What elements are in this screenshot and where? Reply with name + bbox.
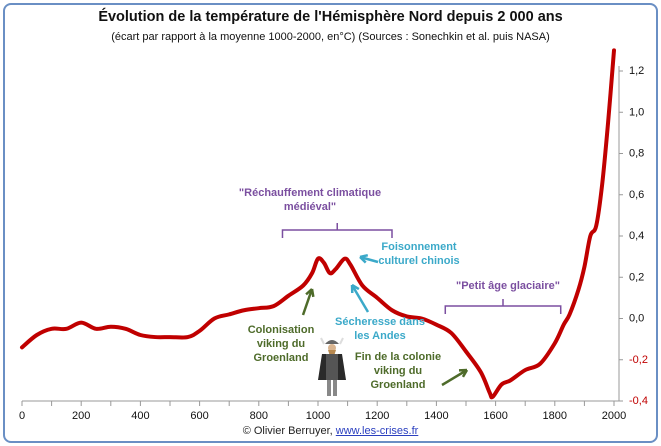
arrow-andes-drought bbox=[350, 283, 370, 313]
x-tick-label: 1200 bbox=[365, 410, 389, 422]
y-tick-label: 0,2 bbox=[629, 271, 644, 283]
y-tick-label: 0,4 bbox=[629, 230, 644, 242]
credit-link[interactable]: www.les-crises.fr bbox=[335, 425, 419, 437]
x-tick-label: 0 bbox=[19, 410, 25, 422]
x-tick-label: 400 bbox=[131, 410, 149, 422]
x-tick-label: 200 bbox=[72, 410, 90, 422]
chart-title: Évolution de la température de l'Hémisph… bbox=[98, 9, 563, 25]
temperature-series-line bbox=[20, 48, 616, 400]
annotation-little-ice-age: "Petit âge glaciaire" bbox=[456, 280, 560, 292]
x-tick-label: 1800 bbox=[543, 410, 567, 422]
annotation-medieval: "Réchauffement climatique médiéval" bbox=[238, 187, 382, 213]
y-tick-label: 0,0 bbox=[629, 313, 644, 325]
credit: © Olivier Berruyer, www.les-crises.fr bbox=[0, 425, 661, 438]
bracket-medieval bbox=[281, 223, 393, 238]
annotation-chinese-culture: Foisonnement culturel chinois bbox=[378, 241, 460, 267]
y-tick-label: 0,6 bbox=[629, 189, 644, 201]
arrow-chinese-culture bbox=[359, 253, 379, 264]
x-tick-label: 1400 bbox=[424, 410, 448, 422]
viking-figure-icon bbox=[318, 337, 346, 396]
x-tick-label: 600 bbox=[190, 410, 208, 422]
annotation-andes-drought: Sécheresse dans les Andes bbox=[335, 316, 425, 342]
chart-subtitle: (écart par rapport à la moyenne 1000-200… bbox=[111, 31, 550, 43]
y-tick-label: 1,2 bbox=[629, 65, 644, 77]
credit-text: © Olivier Berruyer, bbox=[242, 425, 336, 437]
bracket-little-ice-age bbox=[444, 299, 562, 314]
y-tick-label: 0,8 bbox=[629, 148, 644, 160]
x-tick-label: 800 bbox=[250, 410, 268, 422]
annotation-viking-end: Fin de la colonie viking du Groenland bbox=[354, 351, 442, 391]
arrow-viking-end bbox=[441, 368, 469, 387]
x-tick-label: 1000 bbox=[306, 410, 330, 422]
x-tick-label: 2000 bbox=[602, 410, 626, 422]
y-tick-label: 1,0 bbox=[629, 106, 644, 118]
y-tick-label: -0,2 bbox=[629, 354, 648, 366]
x-tick-label: 1600 bbox=[483, 410, 507, 422]
y-tick-label: -0,4 bbox=[629, 395, 648, 407]
arrow-viking-colonization bbox=[301, 288, 315, 316]
annotation-viking-colonization: Colonisation viking du Groenland bbox=[247, 324, 315, 364]
